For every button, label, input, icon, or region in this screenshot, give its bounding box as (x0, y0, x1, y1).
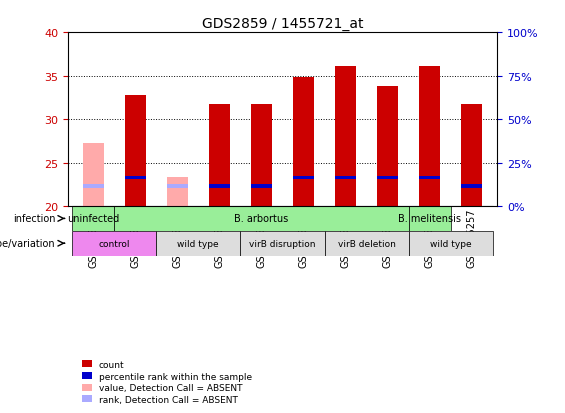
Bar (82, 185, 103, 188)
Text: virB deletion: virB deletion (338, 239, 396, 248)
Text: B. melitensis: B. melitensis (398, 214, 462, 224)
Bar (377, 87, 398, 206)
Bar (377, 176, 398, 180)
Bar (325, 231, 409, 256)
Bar (114, 206, 409, 231)
Bar (251, 105, 272, 206)
Title: GDS2859 / 1455721_at: GDS2859 / 1455721_at (202, 17, 363, 31)
Bar (125, 95, 146, 206)
Bar (409, 231, 493, 256)
Bar (462, 105, 483, 206)
Text: wild type: wild type (430, 239, 472, 248)
Text: genotype/variation: genotype/variation (0, 239, 55, 249)
Bar (335, 176, 356, 180)
Bar (82, 144, 103, 206)
Bar (293, 78, 314, 206)
Bar (72, 206, 114, 231)
Bar (251, 185, 272, 188)
Bar (240, 231, 325, 256)
Text: uninfected: uninfected (67, 214, 119, 224)
Bar (419, 67, 440, 206)
Text: wild type: wild type (177, 239, 219, 248)
Bar (209, 105, 230, 206)
Bar (156, 231, 240, 256)
Text: infection: infection (12, 214, 55, 224)
Bar (462, 185, 483, 188)
Legend: count, percentile rank within the sample, value, Detection Call = ABSENT, rank, : count, percentile rank within the sample… (78, 356, 257, 408)
Bar (72, 231, 156, 256)
Bar (167, 185, 188, 188)
Text: B. arbortus: B. arbortus (234, 214, 289, 224)
Bar (209, 185, 230, 188)
Text: virB disruption: virB disruption (249, 239, 316, 248)
Bar (335, 67, 356, 206)
Bar (409, 206, 451, 231)
Text: control: control (98, 239, 130, 248)
Bar (293, 176, 314, 180)
Bar (167, 178, 188, 206)
Bar (125, 176, 146, 180)
Bar (419, 176, 440, 180)
